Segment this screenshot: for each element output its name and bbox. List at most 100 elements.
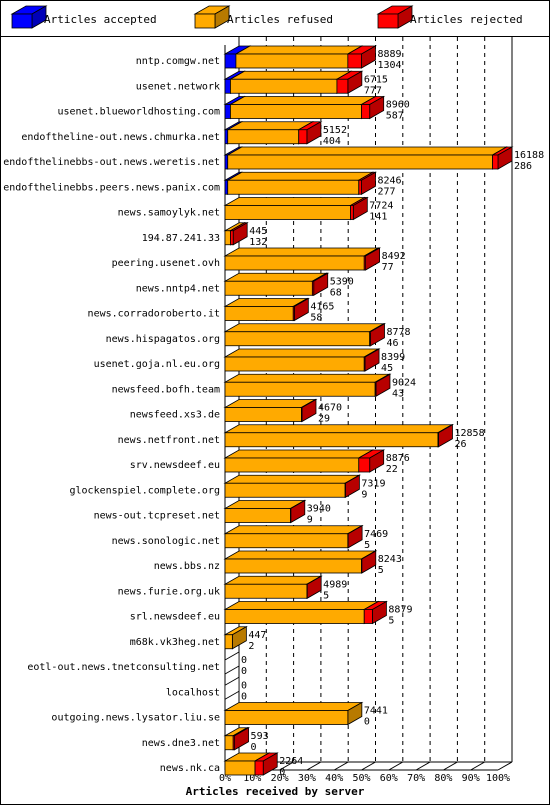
legend-label-rejected: Articles rejected [410,13,523,26]
bar-segment-refused-top-face [223,247,380,257]
row-label: peering.usenet.ovh [112,258,220,269]
bar-rejected-label: 22 [386,464,398,475]
bar-segment-refused-top-face [223,550,378,560]
bar-segment-refused-top-face [223,323,386,333]
bar-row [223,348,381,372]
row-label: news.corradoroberto.it [88,309,220,320]
bar-total-label: 8243 [378,554,402,565]
bar-total-label: 593 [251,731,269,742]
floor-tick [333,761,349,771]
bar-empty [224,651,240,675]
x-tick-label: 10% [243,773,261,784]
bar-segment-refused-front-face [224,432,439,448]
bar-segment-rejected-front-face [437,432,439,448]
bar-segment-refused-front-face [224,533,349,549]
bar-rejected-label: 2 [248,641,254,652]
bar-segment-rejected [305,575,323,599]
floor-tick [470,761,485,771]
bar-rejected-label: 0 [364,717,370,728]
bar-segment-rejected [362,348,381,372]
bar-total-label: 0 [241,655,247,666]
row-label: endofthelinebbs-out.news.weretis.net [3,157,220,168]
row-label: usenet.network [136,81,220,92]
bar-segment-refused-front-face [224,280,313,296]
bar-rejected-label: 26 [454,439,466,450]
bar-segment-refused [223,550,378,574]
bar-segment-refused-front-face [224,609,365,624]
row-label: news.bbs.nz [154,561,220,572]
bar-segment-refused-front-face [224,634,233,650]
bar-total-label: 5152 [323,125,347,136]
bar-segment-refused [223,474,361,498]
bar-rejected-label: 0 [241,691,247,702]
legend-label-accepted: Articles accepted [44,13,157,26]
bar-segment-rejected-front-face [350,205,354,220]
bar-segment-rejected-front-face [361,104,371,119]
bar-row [223,247,382,271]
bar-total-label: 0 [241,680,247,691]
bar-segment-rejected [357,449,386,473]
bar-segment-rejected-front-face [232,735,235,751]
bar-segment-refused-front-face [230,104,362,119]
bar-row [223,575,323,599]
bar-segment-rejected [231,727,251,751]
bar-rejected-label: 141 [369,212,387,223]
bar-segment-rejected [362,600,388,625]
bar-segment-refused-top-face [223,348,380,358]
bar-segment-refused-top-face [223,575,323,585]
bar-rejected-label: 777 [364,85,382,96]
bar-segment-rejected [297,121,323,145]
bar-row [223,272,330,296]
bar-segment-refused-front-face [224,457,360,473]
bar-segment-rejected [343,474,361,498]
bar-rejected-label: 9 [361,489,367,500]
bar-segment-refused-front-face [224,306,294,321]
bar-segment-refused [223,626,248,650]
bar-segment-refused [223,600,380,625]
bar-segment-refused-front-face [224,735,234,751]
bar-total-label: 3940 [307,504,331,515]
bar-rejected-label: 404 [323,136,341,147]
row-label: newsfeed.bofh.team [112,384,220,395]
bar-segment-refused-front-face [224,508,291,523]
bar-segment-accepted-front-face [224,179,229,195]
legend: Articles accepted Articles refused Artic… [0,5,550,37]
bar-segment-refused-top-face [226,171,375,181]
bar-rejected-label: 5 [364,540,370,551]
row-label: news.nk.ca [160,763,220,774]
bar-rejected-label: 9 [307,515,313,526]
bar-segment-refused [223,272,328,296]
bar-segment-rejected [346,525,364,549]
bar-segment-refused-top-face [226,121,315,131]
bar-segment-rejected [373,373,392,397]
row-label: endoftheline-out.news.chmurka.net [21,132,220,143]
x-tick-label: 80% [434,773,452,784]
bar-segment-rejected [359,95,386,120]
bar-segment-refused [226,146,509,170]
bar-segment-refused-front-face [224,230,231,246]
bar-rejected-label: 5 [388,616,394,627]
bar-segment-refused-front-face [235,53,349,69]
bar-segment-refused [234,45,364,69]
bar-segment-rejected [359,550,378,574]
bar-segment-rejected-front-face [363,255,366,271]
bar-segment-rejected [346,45,378,69]
bar-segment-refused-front-face [224,710,349,725]
bar-segment-rejected [299,398,318,423]
bar-rejected-label: 5 [323,590,329,601]
bar-row [223,196,369,221]
bar-segment-rejected [362,247,382,271]
bar-segment-refused-front-face [224,482,346,498]
bar-segment-accepted-front-face [224,154,229,170]
bar-row [223,600,388,625]
bar-total-label: 8778 [387,327,411,338]
bar-total-label: 445 [249,226,267,237]
row-label: news.dne3.net [142,738,220,749]
bar-segment-rejected [436,424,454,448]
bar-row [223,701,364,726]
bar-rejected-label: 68 [330,287,342,298]
bar-row [224,676,240,700]
legend-item-accepted [10,5,48,29]
bar-total-label: 7469 [364,529,388,540]
